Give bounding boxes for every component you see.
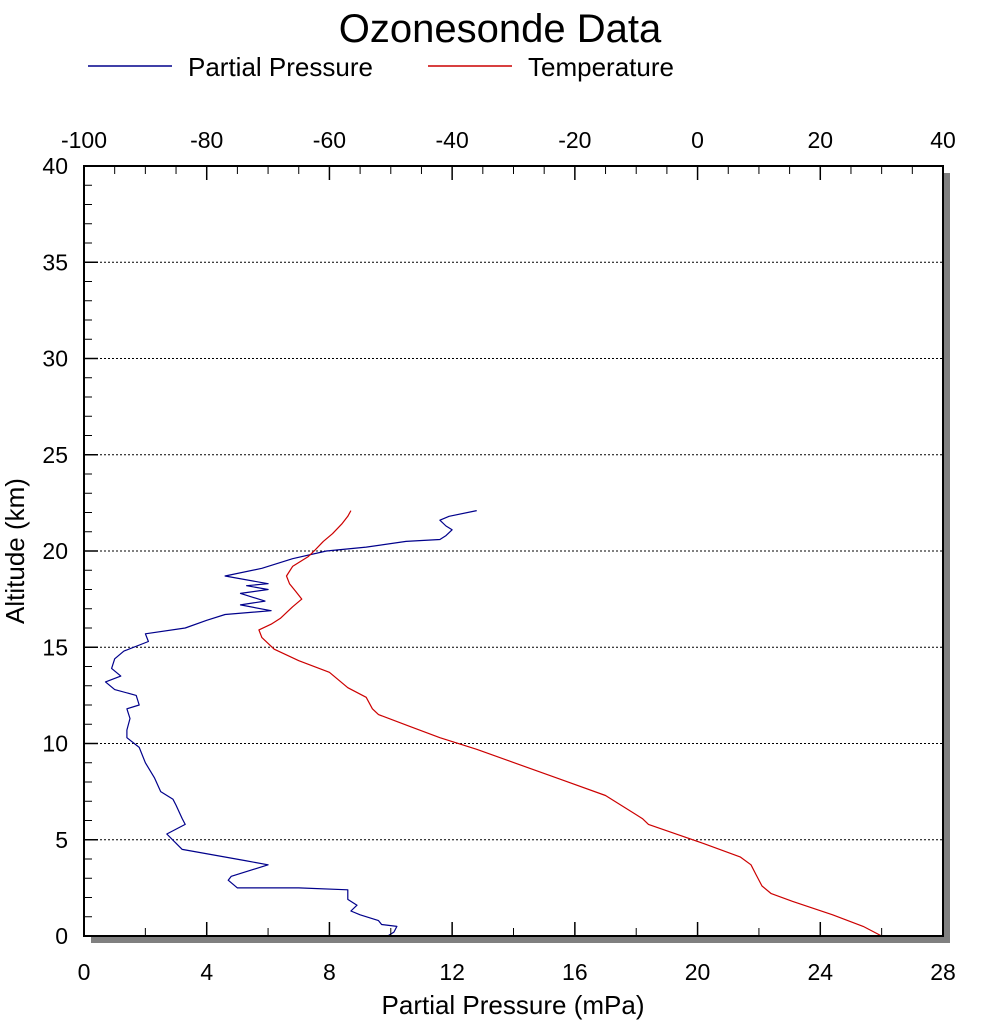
- y-tick-label: 0: [55, 923, 68, 949]
- chart-title: Ozonesonde Data: [339, 7, 662, 51]
- x-bottom-tick-label: 20: [685, 959, 711, 985]
- y-tick-label: 10: [42, 731, 68, 757]
- x-bottom-tick-label: 16: [562, 959, 588, 985]
- plot-shadow-bottom: [91, 936, 950, 943]
- y-tick-label: 5: [55, 827, 68, 853]
- x-bottom-tick-label: 12: [439, 959, 465, 985]
- x-axis-title: Partial Pressure (mPa): [382, 990, 645, 1020]
- y-tick-label: 40: [42, 153, 68, 179]
- x-top-tick-label: 20: [807, 127, 833, 153]
- series-group: [104, 510, 882, 937]
- legend-label-temperature: Temperature: [528, 52, 674, 82]
- x-bottom-tick-label: 28: [930, 959, 956, 985]
- x-bottom-tick-label: 8: [323, 959, 336, 985]
- y-tick-label: 20: [42, 538, 68, 564]
- x-bottom-tick-label: 4: [200, 959, 213, 985]
- x-bottom-tick-label: 0: [78, 959, 91, 985]
- y-tick-label: 35: [42, 249, 68, 275]
- axes: 0 5 10 15 20 25 30 35 40 0 4 8 12 16 20 24 28 -100 -80 -60 -…: [42, 127, 955, 985]
- grid: [84, 261, 943, 841]
- legend-label-partial-pressure: Partial Pressure: [188, 52, 373, 82]
- x-top-tick-label: -60: [313, 127, 346, 153]
- y-tick-label: 15: [42, 634, 68, 660]
- y-tick-label: 25: [42, 442, 68, 468]
- y-axis-title: Altitude (km): [0, 478, 30, 624]
- x-top-tick-label: -40: [436, 127, 469, 153]
- x-top-tick-label: 40: [930, 127, 956, 153]
- plot-shadow-right: [943, 173, 950, 943]
- x-top-tick-label: -20: [558, 127, 591, 153]
- y-tick-label: 30: [42, 346, 68, 372]
- x-top-tick-label: 0: [691, 127, 704, 153]
- x-top-tick-label: -80: [190, 127, 223, 153]
- series-line-partial-pressure: [104, 510, 477, 937]
- series-line-temperature: [258, 510, 882, 937]
- x-top-tick-label: -100: [61, 127, 107, 153]
- legend: Partial Pressure Temperature: [88, 52, 674, 82]
- x-bottom-tick-label: 24: [807, 959, 833, 985]
